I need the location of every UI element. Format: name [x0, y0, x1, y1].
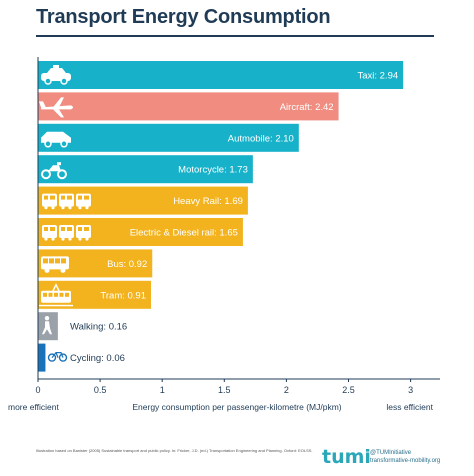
bar-cycling	[38, 343, 46, 372]
cycling-icon	[47, 352, 68, 362]
x-tick-label: 1	[160, 385, 165, 395]
car-icon	[41, 131, 71, 148]
title-underline	[36, 35, 434, 37]
bar-group-0: Taxi: 2.94	[38, 61, 404, 89]
less-efficient-label: less efficient	[386, 402, 433, 412]
bar-label: Bus: 0.92	[107, 259, 147, 270]
heavy-rail-icon	[42, 193, 91, 210]
bar-taxi	[38, 61, 404, 89]
bar-label: Aircraft: 2.42	[280, 102, 334, 113]
bar-label: Cycling: 0.06	[70, 353, 125, 364]
bus-icon	[41, 256, 69, 273]
bar-group-9: Cycling: 0.06	[38, 343, 125, 372]
bar-group-1: Aircraft: 2.42	[38, 92, 339, 121]
twitter-handle[interactable]: @TUMInitiative	[370, 450, 412, 456]
x-tick-label: 1.5	[218, 385, 231, 395]
brand-info: @TUMInitiative transformative-mobility.o…	[370, 449, 440, 465]
bar-group-8: Walking: 0.16	[38, 312, 127, 341]
bar-label: Autmobile: 2.10	[228, 133, 294, 144]
bar-group-3: Motorcycle: 1.73	[38, 155, 253, 184]
bar-group-5: Electric & Diesel rail: 1.65	[38, 218, 243, 246]
bar-group-2: Autmobile: 2.10	[38, 123, 299, 152]
bar-label: Heavy Rail: 1.69	[173, 196, 243, 207]
tumi-logo: tumi	[322, 446, 371, 468]
x-tick-label: 2.5	[342, 385, 355, 395]
x-axis-title: Energy consumption per passenger-kilomet…	[132, 402, 341, 412]
bar-label: Motorcycle: 1.73	[178, 165, 248, 176]
bar-motorcycle	[38, 155, 253, 184]
taxi-icon	[41, 65, 71, 85]
chart-title: Transport Energy Consumption	[36, 6, 331, 28]
motorcycle-icon	[41, 162, 67, 180]
x-tick-label: 2	[284, 385, 289, 395]
bar-group-6: Bus: 0.92	[38, 249, 153, 278]
x-tick-label: 0.5	[94, 385, 107, 395]
bar-group-7: Tram: 0.91	[38, 280, 152, 309]
bar-label: Tram: 0.91	[100, 290, 146, 301]
website-link[interactable]: transformative-mobility.org	[370, 458, 441, 464]
aircraft-icon	[39, 97, 73, 118]
footnote: Illustration based on Banister (2005) Su…	[36, 448, 313, 453]
bar-group-4: Heavy Rail: 1.69	[38, 186, 248, 215]
x-tick-label: 0	[35, 385, 40, 395]
x-tick-label: 3	[408, 385, 413, 395]
bar-aircraft	[38, 92, 339, 121]
electric-diesel-rail-icon	[42, 225, 91, 241]
tram-icon	[39, 283, 73, 307]
bar-label: Taxi: 2.94	[357, 71, 398, 82]
more-efficient-label: more efficient	[8, 402, 60, 412]
walking-icon	[42, 316, 52, 335]
bar-label: Walking: 0.16	[70, 322, 127, 333]
bar-autmobile	[38, 123, 299, 152]
bar-label: Electric & Diesel rail: 1.65	[130, 228, 238, 239]
